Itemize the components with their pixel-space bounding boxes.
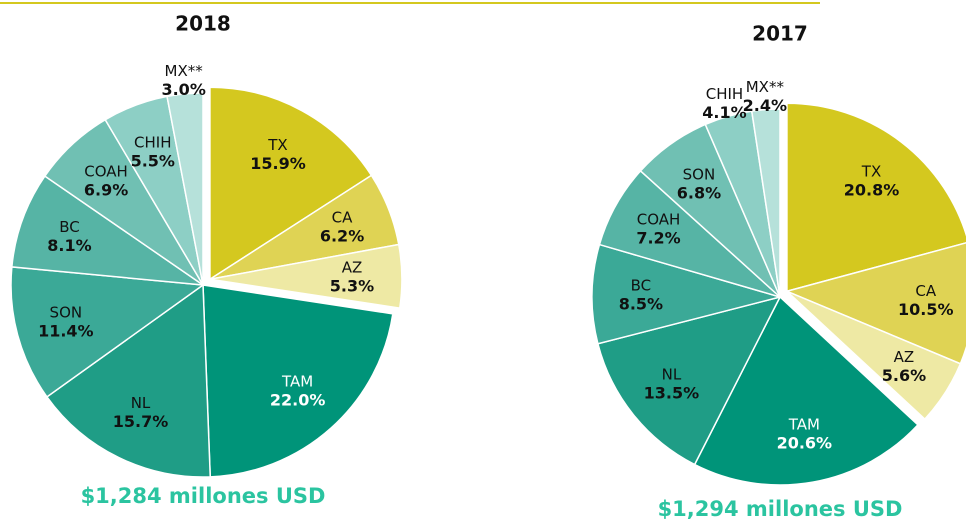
pie-total: $1,284 millones USD [81, 484, 326, 508]
slice-name: CA [915, 282, 936, 300]
slice-value: 3.0% [161, 80, 205, 99]
pie-slice [591, 243, 783, 345]
pie-total: $1,294 millones USD [658, 497, 903, 521]
slice-value: 4.1% [702, 103, 746, 122]
pie-slice [786, 102, 966, 293]
slice-name: COAH [84, 163, 128, 181]
slice-value: 11.4% [38, 322, 94, 341]
slice-name: AZ [894, 348, 915, 366]
slice-value: 5.3% [330, 277, 374, 296]
slice-name: COAH [637, 211, 681, 229]
slice-name: BC [59, 218, 80, 236]
slice-name: NL [131, 394, 151, 412]
slice-name: AZ [342, 259, 363, 277]
pie-slice [693, 295, 919, 486]
slice-value: 5.6% [882, 366, 926, 385]
slice-name: TAM [788, 415, 820, 433]
slice-name: SON [683, 165, 716, 183]
slice-name: MX** [746, 78, 785, 96]
slice-name: NL [662, 365, 682, 383]
slice-value: 2.4% [743, 96, 787, 115]
slice-value: 8.1% [47, 236, 91, 255]
slice-name: TAM [281, 372, 313, 390]
pie-title: 2018 [175, 12, 231, 36]
slice-name: SON [50, 304, 83, 322]
slice-value: 20.8% [844, 180, 900, 199]
slice-name: CHIH [706, 85, 743, 103]
slice-value: 6.2% [320, 226, 364, 245]
pie-slice [45, 283, 212, 478]
slice-value: 22.0% [270, 390, 326, 409]
pie-slice [596, 295, 782, 466]
slice-name: TX [861, 162, 881, 180]
slice-name: CA [332, 208, 353, 226]
slice-name: MX** [165, 62, 204, 80]
slice-name: BC [631, 276, 652, 294]
pie-slice [209, 243, 403, 309]
slice-value: 8.5% [619, 294, 663, 313]
pie-slice [786, 290, 962, 421]
slice-name: TX [267, 136, 287, 154]
slice-value: 6.9% [84, 181, 128, 200]
slice-value: 20.6% [777, 433, 833, 452]
slice-value: 15.7% [113, 412, 169, 431]
pie-slice [750, 108, 781, 298]
slice-value: 5.5% [131, 152, 175, 171]
slice-value: 15.9% [250, 154, 306, 173]
pie-slice [166, 92, 204, 286]
pie-title: 2017 [752, 22, 808, 46]
pie-slice [11, 175, 206, 287]
slice-value: 6.8% [677, 183, 721, 202]
slice-value: 13.5% [644, 383, 700, 402]
pie-slice [784, 242, 966, 365]
slice-value: 7.2% [636, 229, 680, 248]
pie-slice [202, 284, 394, 478]
pie-slice [209, 86, 373, 281]
slice-value: 10.5% [898, 300, 954, 319]
slice-name: CHIH [134, 134, 171, 152]
pie-slice [10, 266, 206, 398]
